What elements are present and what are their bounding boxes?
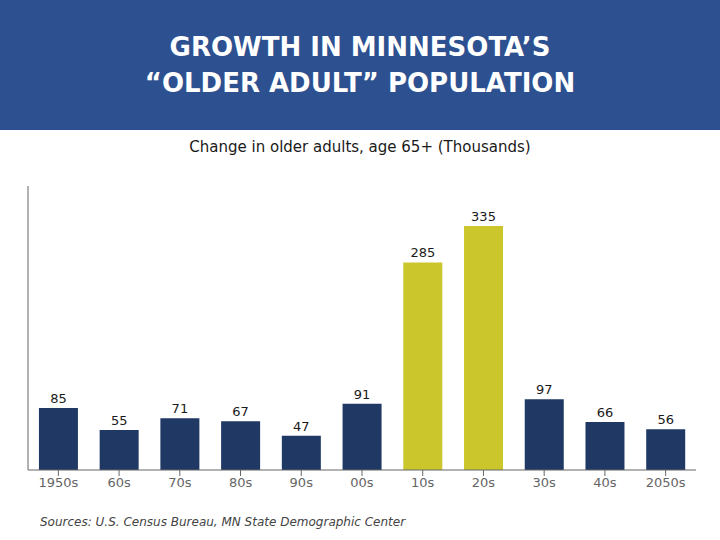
svg-text:90s: 90s: [290, 475, 314, 490]
html-text:GROWTH IN MINNESOTA’S: GROWTH IN MINNESOTA’S: [169, 32, 551, 62]
svg-text:91: 91: [354, 387, 371, 402]
svg-text:40s: 40s: [593, 475, 617, 490]
html-text:“OLDER ADULT” POPULATION: “OLDER ADULT” POPULATION: [144, 68, 576, 98]
svg-text:85: 85: [50, 391, 67, 406]
svg-text:66: 66: [597, 405, 614, 420]
html-text:Sources: U.S. Census Bureau, M: Sources: U.S. Census Bureau, MN State De…: [40, 515, 406, 529]
svg-text:56: 56: [657, 412, 674, 427]
svg-text:1950s: 1950s: [38, 475, 78, 490]
svg-text:67: 67: [232, 404, 249, 419]
svg-text:335: 335: [471, 209, 496, 224]
svg-text:55: 55: [111, 413, 128, 428]
svg-text:80s: 80s: [229, 475, 253, 490]
svg-text:20s: 20s: [472, 475, 496, 490]
svg-text:00s: 00s: [350, 475, 374, 490]
svg-text:71: 71: [172, 401, 189, 416]
svg-text:70s: 70s: [168, 475, 192, 490]
svg-text:97: 97: [536, 382, 553, 397]
svg-text:60s: 60s: [107, 475, 131, 490]
svg-text:285: 285: [410, 245, 435, 260]
svg-text:47: 47: [293, 419, 310, 434]
svg-text:30s: 30s: [533, 475, 557, 490]
svg-text:2050s: 2050s: [646, 475, 686, 490]
svg-text:10s: 10s: [411, 475, 435, 490]
html-text:Change in older adults, age 65: Change in older adults, age 65+ (Thousan…: [189, 138, 531, 156]
